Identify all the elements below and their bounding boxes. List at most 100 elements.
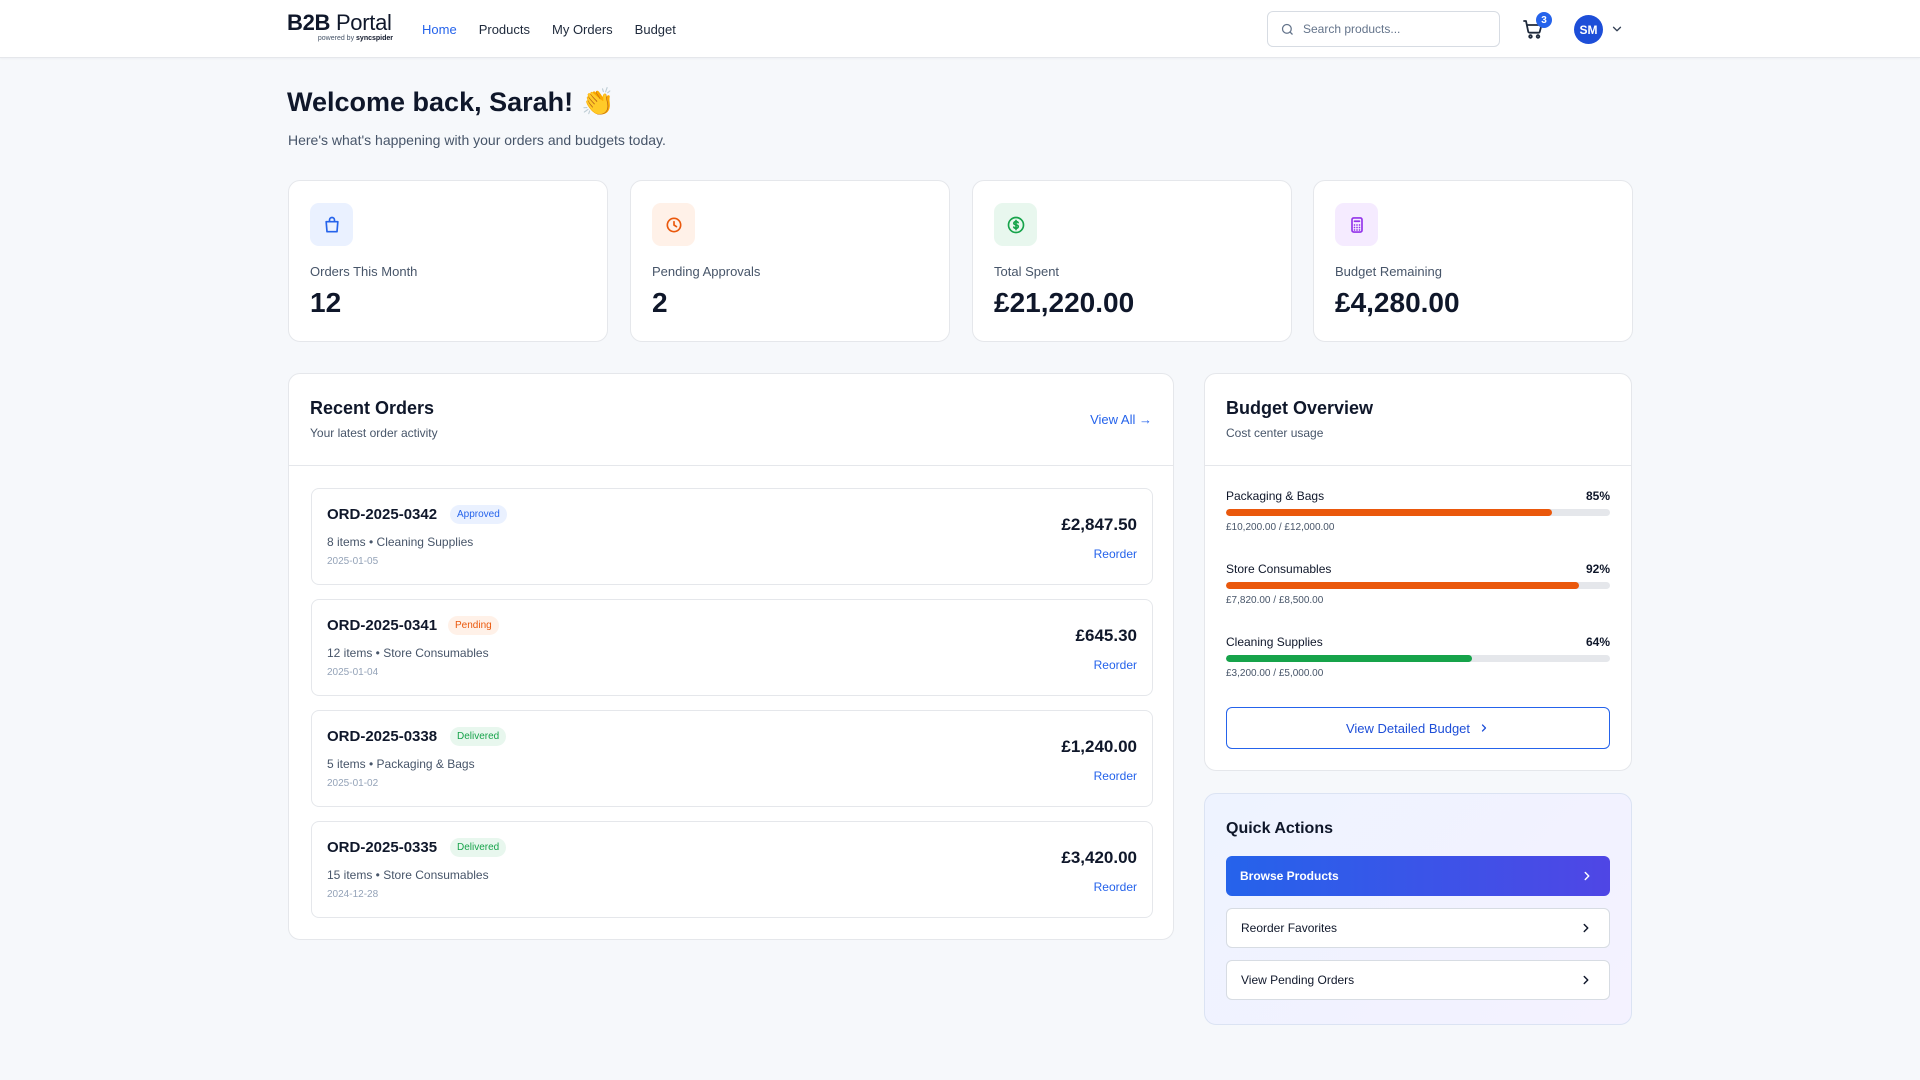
view-all-orders-link[interactable]: View All →	[1090, 412, 1152, 427]
chevron-right-icon	[1584, 871, 1590, 881]
button-label: View Detailed Budget	[1345, 720, 1471, 736]
order-date: 2025-01-05	[327, 556, 379, 567]
stat-card-orders-this-month: Orders This Month 12	[288, 180, 608, 342]
panel-subtitle: Cost center usage	[1226, 426, 1324, 440]
budget-overview-panel: Budget Overview Cost center usage Packag…	[1204, 373, 1632, 771]
brand-company: syncspider	[356, 35, 393, 42]
stat-card-total-spent: Total Spent £21,220.00	[972, 180, 1292, 342]
main-nav: Home Products My Orders Budget	[422, 0, 676, 58]
budget-item: Packaging & Bags 85% £10,200.00 / £12,00…	[1226, 489, 1610, 551]
chevron-right-icon	[1583, 923, 1589, 933]
top-header: B2B Portal powered by syncspider Home Pr…	[0, 0, 1920, 58]
stat-value: £21,220.00	[994, 287, 1135, 318]
brand-logo[interactable]: B2B Portal powered by syncspider	[287, 10, 407, 43]
stat-label: Pending Approvals	[652, 264, 761, 279]
order-id: ORD-2025-0335	[327, 839, 438, 856]
budget-name: Store Consumables	[1226, 562, 1332, 576]
order-amount: £645.30	[1075, 626, 1137, 645]
panel-title: Recent Orders	[310, 398, 435, 418]
recent-orders-panel: Recent Orders Your latest order activity…	[288, 373, 1174, 940]
order-meta: 12 items • Store Consumables	[327, 646, 489, 660]
clock-icon	[666, 217, 681, 232]
order-date: 2025-01-02	[327, 778, 379, 789]
order-meta: 8 items • Cleaning Supplies	[327, 535, 474, 549]
shopping-bag-icon	[324, 216, 339, 232]
order-id: ORD-2025-0342	[327, 506, 438, 523]
stat-value: £4,280.00	[1335, 287, 1460, 318]
brand-name-light: Portal	[335, 10, 392, 35]
stat-value: 2	[652, 287, 668, 318]
search-icon	[1281, 23, 1293, 35]
reorder-button[interactable]: Reorder	[1093, 769, 1137, 783]
budget-amounts: £7,820.00 / £8,500.00	[1226, 595, 1324, 606]
panel-subtitle: Your latest order activity	[310, 426, 438, 440]
budget-progress-track	[1226, 655, 1610, 662]
reorder-button[interactable]: Reorder	[1093, 880, 1137, 894]
budget-amounts: £10,200.00 / £12,000.00	[1226, 522, 1335, 533]
order-card[interactable]: ORD-2025-0342 Approved 8 items • Cleanin…	[311, 488, 1153, 585]
stat-card-budget-remaining: Budget Remaining £4,280.00	[1313, 180, 1633, 342]
panel-title: Quick Actions	[1226, 820, 1333, 837]
stat-value: 12	[310, 287, 342, 318]
order-card[interactable]: ORD-2025-0341 Pending 12 items • Store C…	[311, 599, 1153, 696]
order-card[interactable]: ORD-2025-0335 Delivered 15 items • Store…	[311, 821, 1153, 918]
budget-item: Store Consumables 92% £7,820.00 / £8,500…	[1226, 562, 1610, 624]
chevron-right-icon	[1481, 724, 1487, 732]
order-id: ORD-2025-0341	[327, 617, 438, 634]
button-label: Reorder Favorites	[1241, 921, 1338, 935]
browse-products-button[interactable]: Browse Products	[1226, 856, 1610, 896]
order-amount: £2,847.50	[1061, 515, 1137, 534]
welcome-subtitle: Here's what's happening with your orders…	[288, 132, 666, 148]
cart-count-badge: 3	[1536, 12, 1552, 28]
brand-name-bold: B2B	[287, 10, 331, 35]
reorder-button[interactable]: Reorder	[1093, 658, 1137, 672]
nav-budget[interactable]: Budget	[634, 21, 676, 37]
search-input[interactable]	[1303, 22, 1483, 36]
order-meta: 15 items • Store Consumables	[327, 868, 489, 882]
budget-progress-fill	[1226, 509, 1553, 516]
quick-actions-panel: Quick Actions Browse Products Reorder Fa…	[1204, 793, 1632, 1025]
budget-progress-fill	[1226, 655, 1472, 662]
reorder-button[interactable]: Reorder	[1093, 547, 1137, 561]
budget-percent: 85%	[1585, 489, 1610, 503]
user-avatar[interactable]: SM	[1574, 15, 1603, 44]
budget-item: Cleaning Supplies 64% £3,200.00 / £5,000…	[1226, 635, 1610, 697]
search-box[interactable]	[1267, 11, 1500, 47]
stat-card-pending-approvals: Pending Approvals 2	[630, 180, 950, 342]
nav-my-orders[interactable]: My Orders	[552, 21, 613, 37]
stat-label: Budget Remaining	[1335, 264, 1442, 279]
status-badge: Delivered	[450, 838, 507, 857]
nav-home[interactable]: Home	[422, 21, 457, 37]
status-badge: Delivered	[450, 727, 507, 746]
budget-progress-fill	[1226, 582, 1580, 589]
budget-name: Packaging & Bags	[1226, 489, 1325, 503]
button-label: Browse Products	[1240, 869, 1339, 883]
order-date: 2025-01-04	[327, 667, 379, 678]
stat-label: Total Spent	[994, 264, 1060, 279]
reorder-favorites-button[interactable]: Reorder Favorites	[1226, 908, 1610, 948]
order-card[interactable]: ORD-2025-0338 Delivered 5 items • Packag…	[311, 710, 1153, 807]
welcome-title-text: Welcome back, Sarah!	[287, 86, 574, 117]
budget-name: Cleaning Supplies	[1226, 635, 1323, 649]
budget-percent: 64%	[1585, 635, 1610, 649]
order-meta: 5 items • Packaging & Bags	[327, 757, 475, 771]
view-pending-orders-button[interactable]: View Pending Orders	[1226, 960, 1610, 1000]
nav-products[interactable]: Products	[478, 21, 530, 37]
cart-icon[interactable]	[1521, 17, 1545, 41]
stat-label: Orders This Month	[310, 264, 418, 279]
status-badge: Approved	[450, 505, 507, 524]
panel-title: Budget Overview	[1226, 398, 1374, 418]
budget-progress-track	[1226, 509, 1610, 516]
brand-powered-by: powered by	[317, 35, 355, 42]
budget-progress-track	[1226, 582, 1610, 589]
calculator-icon	[1350, 216, 1363, 233]
order-date: 2024-12-28	[327, 889, 379, 900]
divider	[289, 465, 1173, 466]
order-id: ORD-2025-0338	[327, 728, 438, 745]
button-label: View Pending Orders	[1241, 973, 1355, 987]
order-amount: £1,240.00	[1061, 737, 1137, 756]
budget-percent: 92%	[1585, 562, 1610, 576]
chevron-down-icon[interactable]	[1610, 22, 1624, 36]
dollar-icon	[1007, 216, 1024, 233]
view-detailed-budget-button[interactable]: View Detailed Budget	[1226, 707, 1610, 749]
